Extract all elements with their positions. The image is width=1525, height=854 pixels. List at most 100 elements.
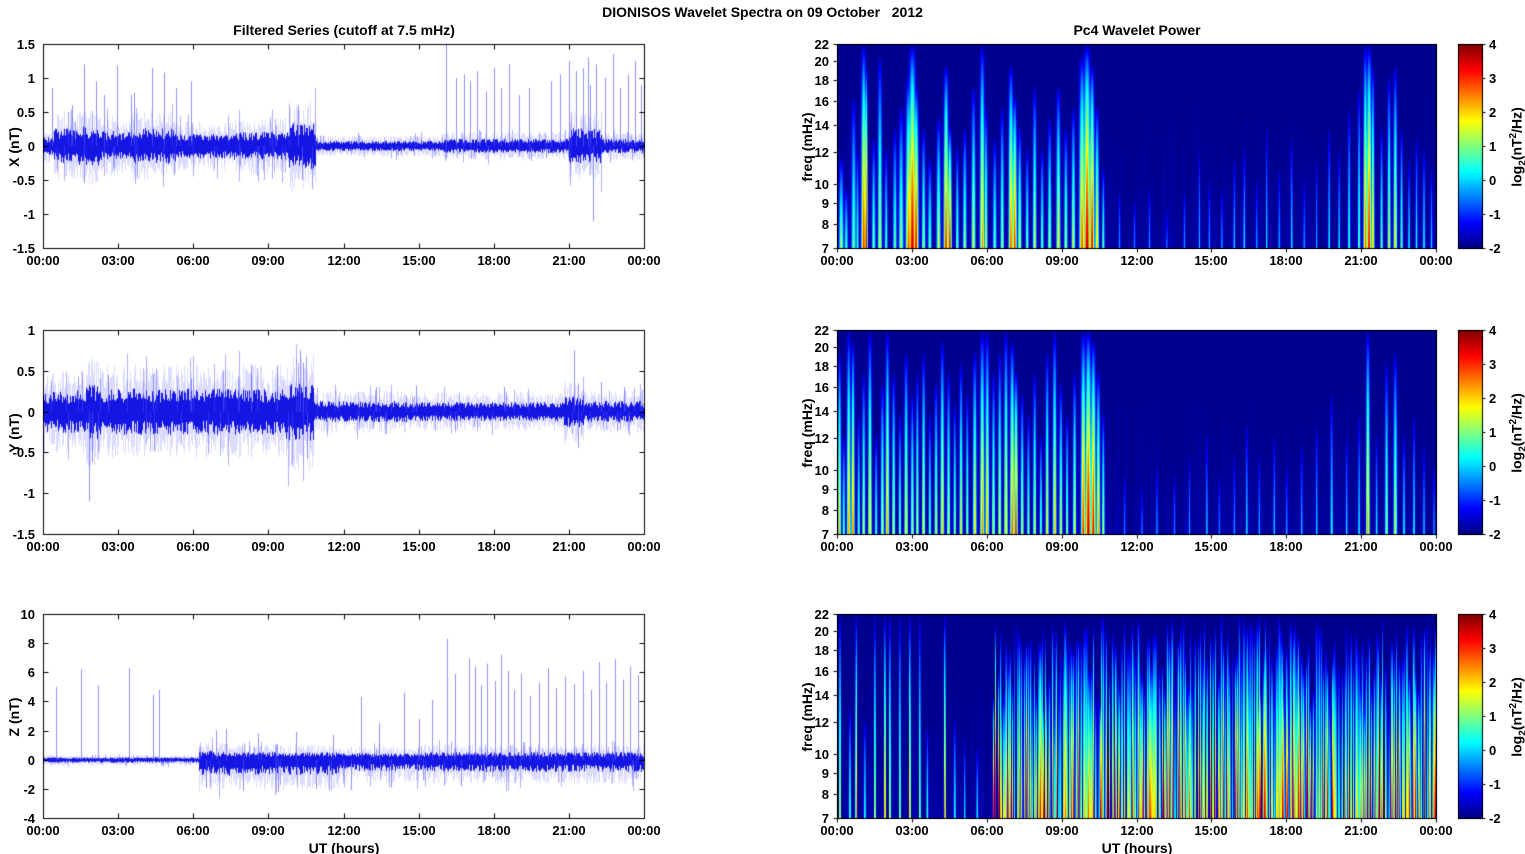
panel-x-filtered-series xyxy=(43,44,645,249)
colorbar-tick-label: 3 xyxy=(1489,357,1497,372)
y-tick-label: 7 xyxy=(821,811,829,826)
x-tick-label: 03:00 xyxy=(895,823,929,838)
panel-y-filtered-series xyxy=(43,330,645,535)
x-tick-label: 03:00 xyxy=(895,253,929,268)
x-tick-label: 09:00 xyxy=(1045,253,1079,268)
y-tick-label: 9 xyxy=(821,766,829,781)
x-tick-label: 18:00 xyxy=(1269,539,1303,554)
x-tick-label: 09:00 xyxy=(251,253,285,268)
y-tick-label: 22 xyxy=(814,37,829,52)
colorbar-tick-label: -1 xyxy=(1489,777,1501,792)
colorbar-canvas-row1 xyxy=(1458,44,1483,249)
x-axis-label-left: UT (hours) xyxy=(308,840,380,854)
panel-y-wavelet-power xyxy=(837,330,1437,535)
y-tick-label: 18 xyxy=(814,73,829,88)
x-tick-label: 18:00 xyxy=(477,253,511,268)
y-tick-label: 14 xyxy=(814,688,829,703)
y-tick-label: 12 xyxy=(814,431,829,446)
y-tick-label: 20 xyxy=(814,340,829,355)
panel-x-wavelet-power xyxy=(837,44,1437,249)
colorbar-tick-label: 0 xyxy=(1489,459,1497,474)
y-tick-label: -1.5 xyxy=(12,527,35,542)
y-tick-label: -0.5 xyxy=(12,445,35,460)
x-tick-label: 21:00 xyxy=(552,823,586,838)
y-tick-label: 1 xyxy=(27,71,35,86)
y-tick-label: 0.5 xyxy=(16,364,35,379)
x-tick-label: 00:00 xyxy=(1419,539,1453,554)
colorbar-tick-label: -2 xyxy=(1489,811,1501,826)
y-tick-label: 10 xyxy=(20,607,35,622)
left-column-title: Filtered Series (cutoff at 7.5 mHz) xyxy=(233,22,455,38)
colorbar-tick-label: -1 xyxy=(1489,493,1501,508)
y-tick-label: 7 xyxy=(821,527,829,542)
x-tick-label: 09:00 xyxy=(251,539,285,554)
colorbar-tick-label: 4 xyxy=(1489,607,1497,622)
panel-z-wavelet-power xyxy=(837,614,1437,819)
x-tick-label: 00:00 xyxy=(627,253,661,268)
colorbar-tick-label: 1 xyxy=(1489,709,1497,724)
right-column-title: Pc4 Wavelet Power xyxy=(1073,22,1201,38)
y-tick-label: 0 xyxy=(27,139,35,154)
colorbar-tick-label: 3 xyxy=(1489,71,1497,86)
colorbar-tick-label: -1 xyxy=(1489,207,1501,222)
y-tick-label: 0.5 xyxy=(16,105,35,120)
y-tick-label: 16 xyxy=(814,664,829,679)
y-tick-label: 8 xyxy=(821,503,829,518)
z-series-canvas xyxy=(43,614,645,819)
y-tick-label: 10 xyxy=(814,177,829,192)
x-tick-label: 00:00 xyxy=(1419,823,1453,838)
y-tick-label: 8 xyxy=(27,636,35,651)
y-tick-label: 18 xyxy=(814,643,829,658)
x-tick-label: 15:00 xyxy=(1194,539,1228,554)
x-tick-label: 21:00 xyxy=(1344,823,1378,838)
x-tick-label: 12:00 xyxy=(1120,823,1154,838)
x-tick-label: 18:00 xyxy=(477,539,511,554)
y-tick-label: 18 xyxy=(814,359,829,374)
y-tick-label: 16 xyxy=(814,94,829,109)
y-tick-label: -0.5 xyxy=(12,173,35,188)
colorbar-tick-label: 0 xyxy=(1489,743,1497,758)
y-tick-label: 20 xyxy=(814,54,829,69)
y-tick-label: 0 xyxy=(27,405,35,420)
x-tick-label: 18:00 xyxy=(1269,253,1303,268)
figure-title: DIONISOS Wavelet Spectra on 09 October 2… xyxy=(602,4,923,20)
y-tick-label: 22 xyxy=(814,323,829,338)
x-tick-label: 12:00 xyxy=(327,823,361,838)
x-tick-label: 06:00 xyxy=(970,539,1004,554)
y-series-canvas xyxy=(43,330,645,535)
y-tick-label: 20 xyxy=(814,624,829,639)
x-tick-label: 21:00 xyxy=(552,253,586,268)
colorbar-tick-label: 1 xyxy=(1489,139,1497,154)
x-tick-label: 03:00 xyxy=(101,823,135,838)
colorbar-tick-label: 3 xyxy=(1489,641,1497,656)
x-tick-label: 03:00 xyxy=(101,253,135,268)
y-tick-label: 9 xyxy=(821,196,829,211)
colorbar-tick-label: 4 xyxy=(1489,323,1497,338)
y-tick-label: 16 xyxy=(814,380,829,395)
x-tick-label: 12:00 xyxy=(1120,253,1154,268)
y-tick-label: 1.5 xyxy=(16,37,35,52)
y-tick-label: 1 xyxy=(27,323,35,338)
colorbar-tick-label: 2 xyxy=(1489,391,1497,406)
x-tick-label: 00:00 xyxy=(627,823,661,838)
x-tick-label: 09:00 xyxy=(1045,823,1079,838)
colorbar-tick-label: 2 xyxy=(1489,105,1497,120)
y-tick-label: 22 xyxy=(814,607,829,622)
y-tick-label: -2 xyxy=(23,782,35,797)
y-tick-label: -1 xyxy=(23,486,35,501)
y-tick-label: 7 xyxy=(821,241,829,256)
x-tick-label: 15:00 xyxy=(402,823,436,838)
y-tick-label: 10 xyxy=(814,463,829,478)
x-tick-label: 06:00 xyxy=(970,823,1004,838)
y-axis-label-y: Y (nT) xyxy=(6,412,22,453)
y-tick-label: -1.5 xyxy=(12,241,35,256)
x-tick-label: 15:00 xyxy=(402,539,436,554)
y-tick-label: 2 xyxy=(27,724,35,739)
colorbar-tick-label: 4 xyxy=(1489,37,1497,52)
x-tick-label: 15:00 xyxy=(1194,823,1228,838)
x-tick-label: 06:00 xyxy=(176,253,210,268)
x-series-canvas xyxy=(43,44,645,249)
y-wavelet-canvas xyxy=(837,330,1437,535)
x-tick-label: 00:00 xyxy=(627,539,661,554)
